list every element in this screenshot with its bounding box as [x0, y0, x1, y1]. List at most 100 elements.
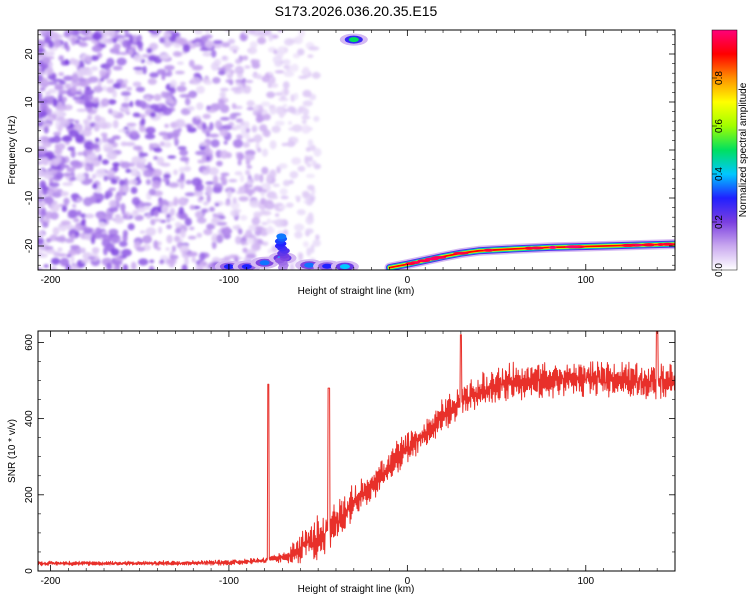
- spectrogram-noise-blob: [41, 50, 52, 57]
- spectrogram-noise-blob: [269, 169, 277, 179]
- spectrogram-noise-blob: [74, 119, 80, 124]
- spectrogram-noise-blob: [54, 148, 63, 155]
- snr-x-ticks: -200 -100 0 100: [40, 331, 676, 587]
- spectrogram-noise-blob: [236, 134, 244, 140]
- spectrogram-noise-blob: [84, 231, 92, 241]
- spectrogram-noise-blob: [193, 190, 204, 197]
- spectrogram-noise-blob: [301, 115, 311, 120]
- spectrogram-noise-blob: [106, 138, 116, 144]
- spectrogram-noise-blob: [113, 216, 125, 225]
- spectrogram-noise-blob: [198, 264, 204, 270]
- spectrogram-noise-blob: [204, 39, 214, 49]
- snr-y-axis-label: SNR (10 * v/v): [7, 419, 18, 483]
- spectrogram-noise-blob: [169, 79, 177, 89]
- spectrogram-noise-blob: [233, 49, 237, 54]
- spectrogram-noise-blob: [219, 116, 230, 121]
- spectrogram-noise-blob: [74, 224, 82, 232]
- spectrogram-noise-blob: [51, 157, 60, 167]
- spectrogram-noise-blob: [134, 69, 145, 75]
- spectrogram-noise-blob: [103, 246, 108, 256]
- spectrogram-noise-blob: [90, 55, 99, 61]
- spectrogram-noise-blob: [132, 112, 141, 118]
- spectrogram-noise-blob: [182, 44, 191, 53]
- spectrogram-noise-blob: [41, 123, 52, 127]
- spectrogram-noise-blob: [145, 227, 157, 236]
- spectrogram-noise-blob: [211, 240, 217, 250]
- spectrogram-noise-blob: [131, 197, 141, 206]
- spectrogram-noise-blob: [173, 169, 178, 176]
- spectrogram-noise-blob: [105, 262, 113, 270]
- spectrogram-noise-blob: [274, 218, 285, 228]
- spectrogram-y-axis-label: Frequency (Hz): [7, 116, 18, 185]
- spectrogram-noise-blob: [148, 265, 155, 270]
- spectrogram-noise-blob: [169, 35, 177, 43]
- spectrogram-noise-blob: [191, 256, 196, 263]
- spectrogram-noise-blob: [239, 174, 245, 183]
- spectrogram-noise-blob: [83, 92, 94, 102]
- spectrogram-noise-blob: [244, 188, 256, 195]
- spectrogram-noise-blob: [111, 135, 121, 140]
- spectrogram-noise-blob: [73, 218, 80, 223]
- spectrogram-noise-blob: [268, 33, 274, 42]
- spectrogram-noise-blob: [41, 207, 47, 216]
- spectrogram-noise-blob: [125, 111, 131, 115]
- spectrogram-noise-blob: [48, 40, 54, 49]
- spectrogram-noise-blob: [142, 235, 153, 244]
- spectrogram-x-tick-label: -100: [219, 275, 239, 286]
- spectrogram-noise-blob: [38, 237, 44, 246]
- spectrogram-noise-blob: [283, 65, 290, 69]
- spectrogram-noise-blob: [158, 226, 163, 234]
- spectrogram-noise-blob: [172, 129, 181, 138]
- spectrogram-noise-blob: [89, 162, 94, 172]
- spectrogram-noise-blob: [255, 134, 261, 143]
- spectrogram-noise-blob: [282, 179, 291, 187]
- spectrogram-noise-blob: [137, 207, 146, 213]
- spectrogram-band-blob: [348, 37, 359, 43]
- spectrogram-noise-blob: [47, 66, 54, 76]
- spectrogram-noise-blob: [92, 183, 98, 190]
- spectrogram-noise-blob: [88, 256, 96, 260]
- spectrogram-noise-blob: [166, 259, 177, 264]
- spectrogram-noise-blob: [195, 115, 201, 120]
- spectrogram-noise-blob: [235, 58, 242, 65]
- spectrogram-noise-blob: [123, 30, 130, 34]
- spectrogram-noise-blob: [206, 165, 211, 172]
- spectrogram-noise-blob: [210, 62, 220, 71]
- spectrogram-noise-blob: [260, 191, 265, 197]
- spectrogram-noise-blob: [185, 179, 193, 185]
- spectrogram-noise-blob: [64, 30, 75, 35]
- snr-x-tick-label: -100: [219, 576, 239, 587]
- spectrogram-hot-spot: [661, 242, 675, 246]
- spectrogram-noise-blob: [222, 56, 227, 60]
- spectrogram-noise-blob: [274, 92, 284, 96]
- spectrogram-noise-blob: [257, 36, 267, 45]
- spectrogram-noise-blob: [257, 147, 262, 153]
- spectrogram-noise-blob: [305, 147, 311, 152]
- spectrogram-noise-blob: [58, 72, 65, 77]
- spectrogram-noise-blob: [202, 122, 207, 130]
- spectrogram-noise-blob: [140, 117, 146, 126]
- spectrogram-noise-blob: [91, 32, 103, 41]
- spectrogram-noise-blob: [234, 171, 243, 176]
- spectrogram-noise-blob: [219, 128, 229, 137]
- spectrogram-noise-blob: [232, 225, 241, 230]
- spectrogram-noise-blob: [214, 120, 223, 130]
- spectrogram-noise-blob: [127, 49, 134, 56]
- spectrogram-noise-blob: [179, 81, 186, 86]
- spectrogram-band-blob: [322, 263, 333, 269]
- spectrogram-noise-blob: [148, 188, 156, 196]
- spectrogram-noise-blob: [195, 150, 206, 156]
- spectrogram-noise-blob: [121, 102, 130, 108]
- colorbar-tick-label: 0.8: [714, 71, 725, 85]
- spectrogram-noise-blob: [129, 130, 139, 136]
- spectrogram-y-ticks: -20 -10 0 10 20: [24, 34, 675, 266]
- spectrogram-noise-blob: [105, 30, 116, 37]
- spectrogram-noise-blob: [39, 98, 49, 104]
- spectrogram-noise-blob: [189, 204, 195, 210]
- spectrogram-noise-blob: [289, 171, 299, 179]
- spectrogram-noise-blob: [153, 240, 159, 250]
- spectrogram-hot-spot: [641, 243, 656, 247]
- spectrogram-noise-blob: [59, 80, 66, 85]
- spectrogram-noise-blob: [297, 165, 306, 172]
- spectrogram-noise-blob: [112, 162, 120, 167]
